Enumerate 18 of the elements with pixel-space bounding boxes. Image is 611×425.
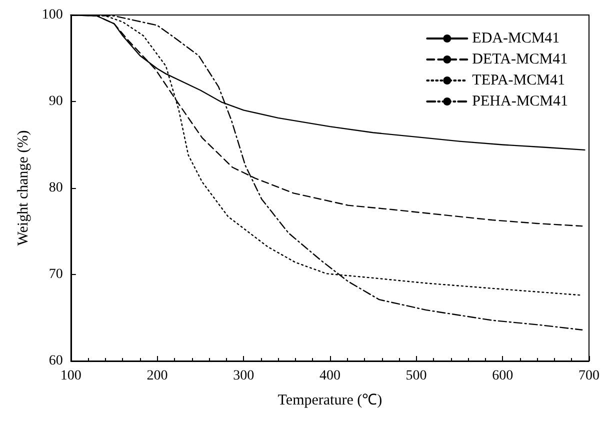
x-tick-label: 300 bbox=[233, 368, 254, 384]
x-tick-label: 200 bbox=[146, 368, 168, 384]
legend-label: PEHA-MCM41 bbox=[472, 94, 568, 110]
y-tick-label: 80 bbox=[48, 180, 63, 196]
x-axis-title: Temperature (℃) bbox=[278, 392, 382, 408]
x-tick-label: 500 bbox=[406, 368, 427, 384]
y-tick-label: 60 bbox=[48, 354, 63, 368]
y-tick-label: 70 bbox=[48, 267, 63, 282]
x-tick-label: 100 bbox=[60, 368, 82, 384]
x-tick-label: 600 bbox=[492, 368, 514, 384]
legend-label: EDA-MCM41 bbox=[472, 30, 560, 46]
x-tick-label: 400 bbox=[319, 368, 340, 384]
legend-label: DETA-MCM41 bbox=[472, 52, 568, 68]
x-tick-label: 700 bbox=[578, 368, 600, 384]
legend-label: TEPA-MCM41 bbox=[472, 72, 565, 88]
y-axis-title: Weight change (%) bbox=[16, 130, 32, 246]
y-tick-label: 100 bbox=[42, 8, 63, 22]
y-tick-label: 90 bbox=[48, 94, 63, 109]
